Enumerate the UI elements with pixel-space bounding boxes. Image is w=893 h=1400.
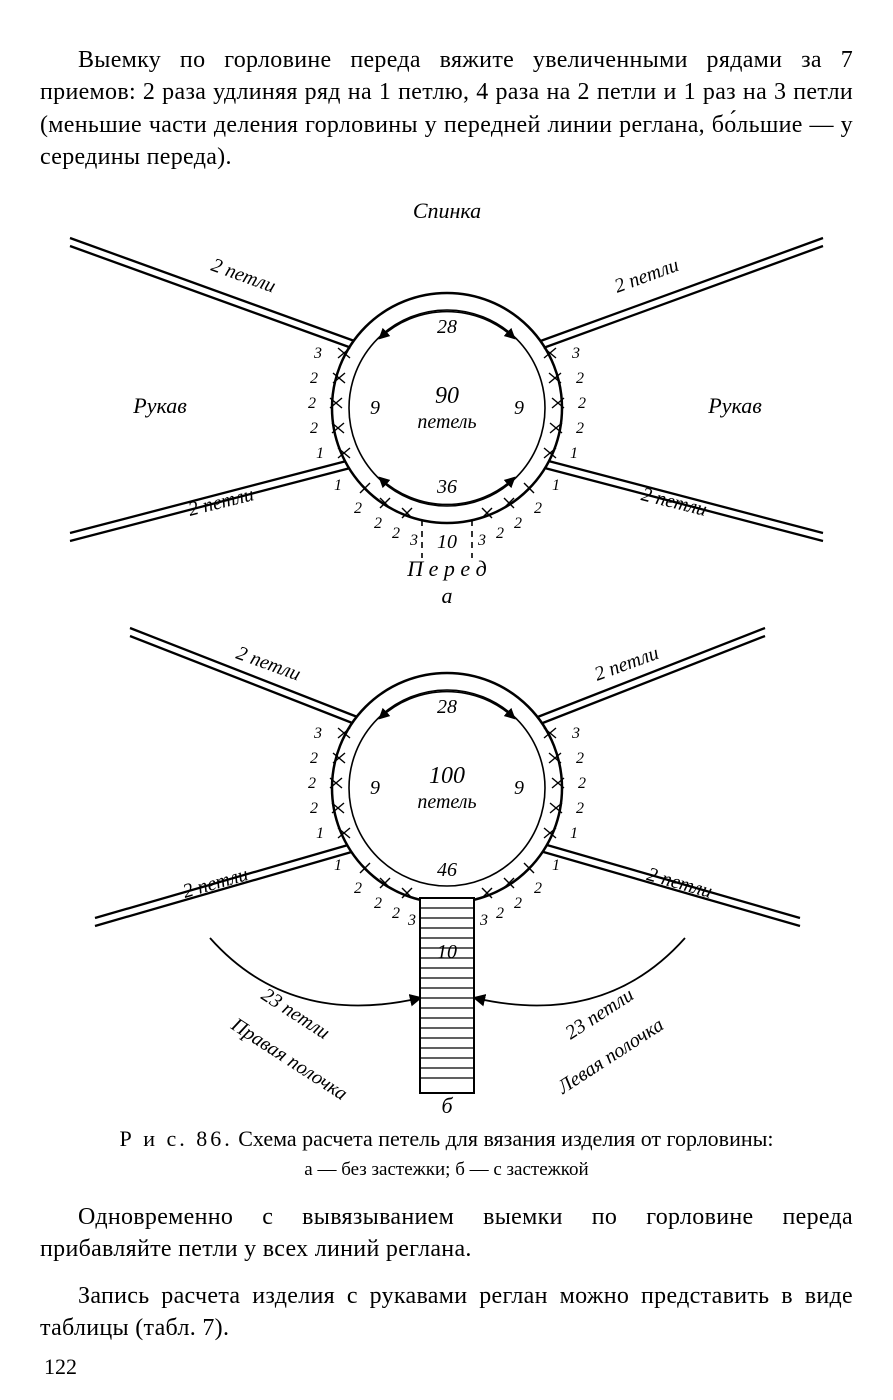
paragraph-1: Выемку по горловине переда вяжите увелич… <box>40 44 853 174</box>
figure-label: Р и с. 86. <box>119 1126 232 1151</box>
page: Выемку по горловине переда вяжите увелич… <box>40 20 853 1380</box>
svg-text:2 петли: 2 петли <box>611 254 681 298</box>
svg-text:2: 2 <box>392 525 400 542</box>
diagram-a-svg: Спинка Рукав Рукав П е р е д а 2 петли 2… <box>40 198 853 608</box>
svg-text:2: 2 <box>578 775 586 792</box>
svg-text:2: 2 <box>374 895 382 912</box>
svg-text:36: 36 <box>436 476 457 498</box>
figure-caption: Р и с. 86. Схема расчета петель для вяза… <box>40 1124 853 1183</box>
svg-text:1: 1 <box>570 825 578 842</box>
svg-text:28: 28 <box>437 696 457 718</box>
svg-text:1: 1 <box>334 857 342 874</box>
svg-text:1: 1 <box>552 477 560 494</box>
svg-text:2 петли: 2 петли <box>233 642 303 686</box>
svg-text:2: 2 <box>576 370 584 387</box>
svg-text:1: 1 <box>334 477 342 494</box>
svg-text:46: 46 <box>437 859 457 881</box>
svg-text:2: 2 <box>310 800 318 817</box>
svg-text:2: 2 <box>354 880 362 897</box>
label-bottom: П е р е д <box>406 556 487 581</box>
svg-text:9: 9 <box>370 777 380 799</box>
svg-text:28: 28 <box>437 316 457 338</box>
svg-text:90: 90 <box>435 383 459 409</box>
figure-legend: а — без застежки; б — с застежкой <box>304 1159 588 1180</box>
svg-text:2: 2 <box>354 500 362 517</box>
svg-text:2: 2 <box>392 905 400 922</box>
svg-text:3: 3 <box>313 345 322 362</box>
svg-text:1: 1 <box>316 445 324 462</box>
paragraph-3: Запись расчета изделия с рукавами реглан… <box>40 1280 853 1345</box>
svg-text:3: 3 <box>571 345 580 362</box>
svg-text:2: 2 <box>310 750 318 767</box>
figure-title: Схема расчета петель для вязания изделия… <box>238 1126 773 1151</box>
svg-text:2: 2 <box>496 525 504 542</box>
svg-text:9: 9 <box>370 397 380 419</box>
diagram-b-letter: б <box>441 1093 453 1118</box>
label-left: Рукав <box>132 393 187 418</box>
svg-text:9: 9 <box>514 397 524 419</box>
svg-text:3: 3 <box>409 532 418 549</box>
page-number: 122 <box>44 1354 77 1380</box>
svg-text:2 петли: 2 петли <box>186 483 256 521</box>
svg-text:2: 2 <box>374 515 382 532</box>
diagram-b: 2 петли 2 петли 2 петли 2 петли 23 петли… <box>40 598 853 1118</box>
svg-text:2: 2 <box>310 420 318 437</box>
diagram-b-svg: 2 петли 2 петли 2 петли 2 петли 23 петли… <box>40 598 853 1118</box>
placket-strip <box>420 898 474 1093</box>
svg-text:2 петли: 2 петли <box>591 642 661 686</box>
svg-text:2: 2 <box>576 420 584 437</box>
svg-text:3: 3 <box>479 912 488 929</box>
label-right: Рукав <box>707 393 762 418</box>
svg-text:2: 2 <box>576 750 584 767</box>
svg-text:2: 2 <box>310 370 318 387</box>
svg-text:9: 9 <box>514 777 524 799</box>
label-top: Спинка <box>413 198 481 223</box>
svg-text:2 петли: 2 петли <box>644 863 714 903</box>
svg-text:2: 2 <box>514 515 522 532</box>
svg-text:2 петли: 2 петли <box>180 863 250 903</box>
svg-text:3: 3 <box>313 725 322 742</box>
svg-text:2: 2 <box>578 395 586 412</box>
svg-text:3: 3 <box>571 725 580 742</box>
svg-text:1: 1 <box>316 825 324 842</box>
svg-text:петель: петель <box>417 411 476 433</box>
svg-text:10: 10 <box>437 941 457 963</box>
svg-text:2: 2 <box>576 800 584 817</box>
svg-text:1: 1 <box>552 857 560 874</box>
svg-text:2: 2 <box>534 880 542 897</box>
svg-text:2: 2 <box>496 905 504 922</box>
svg-text:2: 2 <box>514 895 522 912</box>
svg-text:3: 3 <box>407 912 416 929</box>
svg-text:петель: петель <box>417 791 476 813</box>
svg-text:3: 3 <box>477 532 486 549</box>
svg-text:10: 10 <box>437 531 457 553</box>
paragraph-2: Одновременно с вывязыванием выемки по го… <box>40 1201 853 1266</box>
svg-text:1: 1 <box>570 445 578 462</box>
svg-text:2: 2 <box>308 395 316 412</box>
svg-text:2 петли: 2 петли <box>639 483 709 521</box>
svg-text:2: 2 <box>534 500 542 517</box>
diagram-a: Спинка Рукав Рукав П е р е д а 2 петли 2… <box>40 198 853 608</box>
svg-text:2: 2 <box>308 775 316 792</box>
svg-text:100: 100 <box>429 763 465 789</box>
